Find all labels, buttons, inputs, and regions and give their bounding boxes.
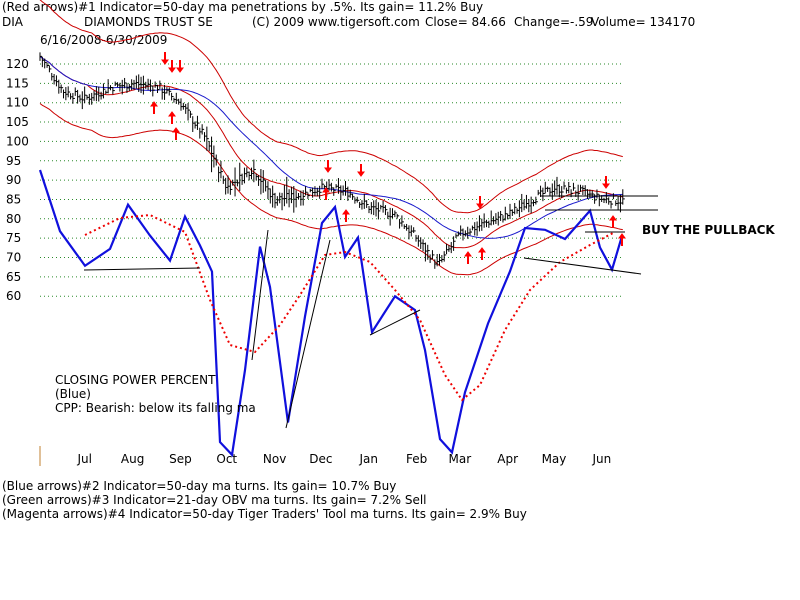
- y-tick-label: 70: [6, 251, 21, 265]
- buy-arrow-head: [322, 187, 330, 193]
- buy-arrow-head: [342, 209, 350, 215]
- x-axis-ticks: Jul Aug Sep Oct Nov Dec Jan Feb Mar Apr May Jun: [39, 446, 611, 466]
- change-value: Change=-.59: [514, 15, 594, 29]
- sell-arrow-head: [161, 59, 169, 65]
- sell-arrow-head: [176, 67, 184, 73]
- buy-arrow-head: [150, 101, 158, 107]
- y-tick-label: 75: [6, 231, 21, 245]
- y-axis-ticks: 120 115 110 105 100 95 90 85 80 75 70 65 60: [6, 57, 29, 303]
- y-tick-label: 115: [6, 76, 29, 90]
- trendline: [251, 229, 269, 361]
- lower-band: [39, 103, 623, 276]
- trendline: [285, 239, 331, 429]
- ticker-symbol: DIA: [2, 15, 23, 29]
- trendline: [523, 257, 642, 275]
- gridlines: [40, 63, 622, 297]
- y-tick-label: 100: [6, 134, 29, 148]
- x-tick-label: Jul: [77, 452, 92, 466]
- x-tick-label: Sep: [169, 452, 192, 466]
- y-tick-label: 105: [6, 115, 29, 129]
- indicator-4-text: (Magenta arrows)#4 Indicator=50-day Tige…: [2, 507, 527, 521]
- x-tick-label: Feb: [406, 452, 427, 466]
- cpp-title: CLOSING POWER PERCENT: [55, 373, 216, 387]
- x-tick-label: May: [542, 452, 567, 466]
- trendline: [369, 309, 421, 336]
- signal-arrows: [150, 52, 626, 264]
- x-tick-label: Jan: [359, 452, 379, 466]
- sell-arrow-head: [357, 171, 365, 177]
- cpp-status: CPP: Bearish: below its falling ma: [55, 401, 256, 415]
- sell-arrow-head: [602, 183, 610, 189]
- buy-arrow-head: [618, 233, 626, 239]
- sell-arrow-head: [324, 167, 332, 173]
- buy-arrow-head: [172, 127, 180, 133]
- buy-arrow-head: [168, 111, 176, 117]
- y-tick-label: 85: [6, 192, 21, 206]
- trendline: [83, 267, 201, 271]
- date-range: 6/16/2008-6/30/2009: [40, 33, 168, 47]
- closing-power-line: [38, 169, 624, 458]
- y-tick-label: 120: [6, 57, 29, 71]
- upper-band: [39, 0, 623, 214]
- price-bars: [39, 52, 625, 269]
- buy-arrow-head: [609, 215, 617, 221]
- y-tick-label: 95: [6, 154, 21, 168]
- copyright-text: (C) 2009 www.tigersoft.com: [252, 15, 420, 29]
- buy-pullback-annotation: BUY THE PULLBACK: [642, 223, 775, 237]
- y-tick-label: 80: [6, 212, 21, 226]
- buy-arrow-head: [464, 251, 472, 257]
- instrument-name: DIAMONDS TRUST SE: [84, 15, 213, 29]
- envelope-bands: [39, 0, 623, 276]
- sell-arrow-head: [476, 203, 484, 209]
- buy-arrow-head: [478, 247, 486, 253]
- y-tick-label: 90: [6, 173, 21, 187]
- sell-arrow-head: [168, 67, 176, 73]
- x-tick-label: Aug: [121, 452, 144, 466]
- x-tick-label: Mar: [449, 452, 472, 466]
- y-tick-label: 110: [6, 96, 29, 110]
- x-tick-label: Dec: [309, 452, 332, 466]
- x-tick-label: Oct: [216, 452, 237, 466]
- indicator-3-text: (Green arrows)#3 Indicator=21-day OBV ma…: [2, 493, 427, 507]
- closing-power-lines: [38, 169, 658, 458]
- x-tick-label: Jun: [591, 452, 611, 466]
- indicator-2-text: (Blue arrows)#2 Indicator=50-day ma turn…: [2, 479, 397, 493]
- close-value: Close= 84.66: [425, 15, 506, 29]
- y-tick-label: 65: [6, 270, 21, 284]
- x-tick-label: Apr: [497, 452, 518, 466]
- indicator-1-text: (Red arrows)#1 Indicator=50-day ma penet…: [2, 0, 484, 14]
- volume-value: Volume= 134170: [591, 15, 696, 29]
- cpp-color-note: (Blue): [55, 387, 91, 401]
- x-tick-label: Nov: [263, 452, 286, 466]
- y-tick-label: 60: [6, 289, 21, 303]
